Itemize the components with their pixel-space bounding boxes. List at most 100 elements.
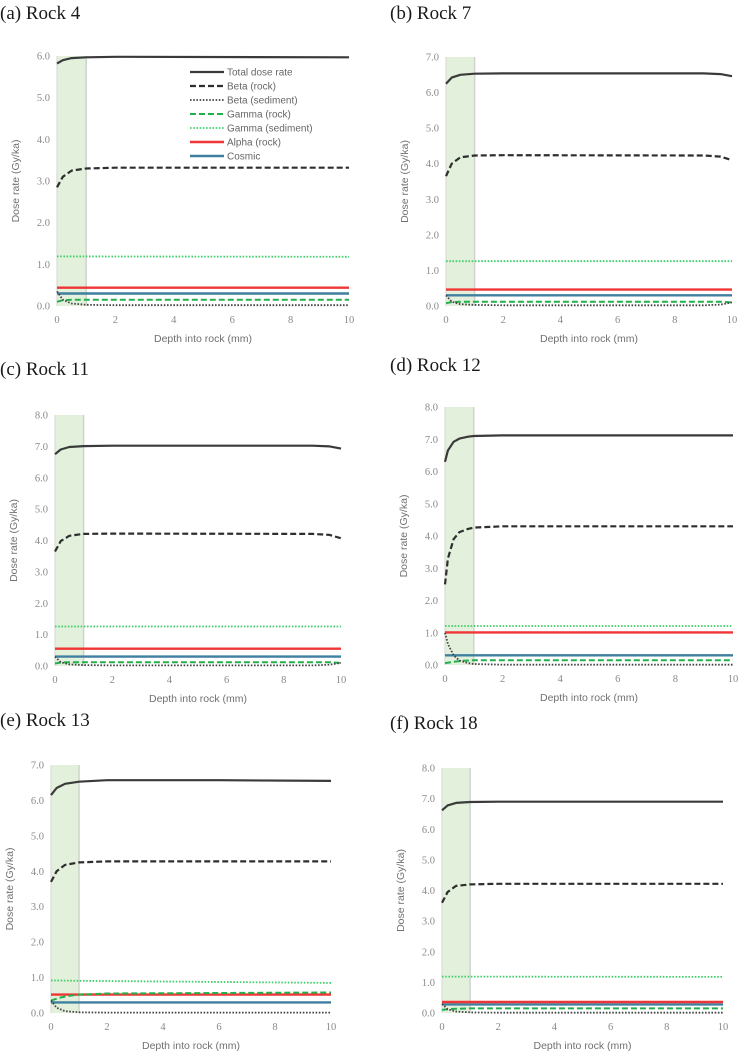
chart-panel-rock-18: (f) Rock 18 0.0 1.0 2.0 3.0 4.0 5.0 6.0 7.0 8.0 0… xyxy=(374,680,748,1057)
y-tick-label: 0.0 xyxy=(35,662,48,673)
y-axis-label: Dose rate (Gy/ka) xyxy=(8,499,20,582)
shaded-region xyxy=(55,415,84,666)
series-line-gamma-rock xyxy=(445,300,733,305)
chart-rock-13: 0.0 1.0 2.0 3.0 4.0 5.0 6.0 7.0 0 2 4 6 8 10 Depth int… xyxy=(4,761,337,1053)
series-line-beta-sed xyxy=(50,1000,331,1014)
y-tick-label: 8.0 xyxy=(422,764,435,775)
x-tick-label: 8 xyxy=(281,675,286,686)
y-tick-label: 3.0 xyxy=(426,195,439,206)
y-axis-label: Dose rate (Gy/ka) xyxy=(395,849,407,932)
x-tick-label: 0 xyxy=(52,675,57,686)
y-tick-label: 0.0 xyxy=(422,1009,435,1020)
x-tick-label: 4 xyxy=(171,315,177,326)
y-tick-label: 4.0 xyxy=(35,536,48,547)
y-tick-label: 5.0 xyxy=(35,505,48,516)
series-line-beta-sed xyxy=(56,290,349,307)
y-tick-label: 0.0 xyxy=(37,302,50,313)
legend-item-gamma-rock: Gamma (rock) xyxy=(190,110,291,121)
shaded-region xyxy=(446,57,475,306)
series-line-gamma-rock xyxy=(441,1007,723,1011)
x-tick-label: 8 xyxy=(664,1022,669,1033)
chart-rock-12: 0.0 1.0 2.0 3.0 4.0 5.0 6.0 7.0 8.0 0 2 4 6 8 10 Depth … xyxy=(398,403,738,705)
series-line-total xyxy=(56,55,350,65)
y-tick-label: 2.0 xyxy=(37,218,50,229)
x-tick-label: 6 xyxy=(216,1022,221,1033)
y-tick-label: 6.0 xyxy=(425,467,438,478)
legend-item-beta-sed: Beta (sediment) xyxy=(190,96,298,107)
panel-title: (d) Rock 12 xyxy=(390,355,481,376)
y-tick-label: 3.0 xyxy=(425,564,438,575)
x-tick-label: 6 xyxy=(608,1022,613,1033)
panel-title: (f) Rock 18 xyxy=(390,713,478,734)
series-line-beta-rock xyxy=(441,882,723,904)
series-line-beta-sed xyxy=(445,294,733,307)
x-tick-label: 8 xyxy=(672,315,677,326)
shaded-region xyxy=(442,768,471,1013)
x-axis-label: Depth into rock (mm) xyxy=(142,1040,240,1052)
y-tick-label: 1.0 xyxy=(426,266,439,277)
legend-item-beta-rock: Beta (rock) xyxy=(190,82,276,93)
y-axis-label: Dose rate (Gy/ka) xyxy=(4,848,16,931)
panel-title: (a) Rock 4 xyxy=(0,3,81,24)
series-line-beta-rock xyxy=(444,154,733,177)
series-line-beta-sed xyxy=(54,655,342,667)
legend-item-total: Total dose rate xyxy=(190,68,293,79)
x-tick-label: 6 xyxy=(615,315,620,326)
x-axis-label: Depth into rock (mm) xyxy=(540,692,638,704)
legend-label: Beta (sediment) xyxy=(227,96,298,107)
x-tick-label: 2 xyxy=(110,675,115,686)
series-line-total xyxy=(441,800,723,812)
chart-panel-rock-13: (e) Rock 13 0.0 1.0 2.0 3.0 4.0 5.0 6.0 7.0 0 2 4 6… xyxy=(0,680,374,1057)
x-tick-label: 8 xyxy=(288,315,293,326)
y-axis-label: Dose rate (Gy/ka) xyxy=(10,140,22,223)
y-tick-label: 1.0 xyxy=(35,630,48,641)
y-tick-label: 2.0 xyxy=(425,596,438,607)
legend-item-cosmic: Cosmic xyxy=(190,152,260,163)
y-tick-label: 6.0 xyxy=(426,88,439,99)
y-tick-label: 7.0 xyxy=(35,442,48,453)
shaded-region xyxy=(51,765,79,1013)
chart-rock-11: 0.0 1.0 2.0 3.0 4.0 5.0 6.0 7.0 8.0 0 2 4 6 8 10 Depth … xyxy=(8,411,346,706)
y-tick-label: 1.0 xyxy=(37,260,50,271)
x-tick-label: 0 xyxy=(54,315,59,326)
shaded-region xyxy=(445,407,474,665)
x-axis-label: Depth into rock (mm) xyxy=(149,693,247,705)
x-tick-label: 10 xyxy=(326,1022,337,1033)
y-tick-label: 2.0 xyxy=(426,230,439,241)
x-tick-label: 10 xyxy=(344,315,355,326)
x-axis-label: Depth into rock (mm) xyxy=(154,333,252,345)
legend-label: Alpha (rock) xyxy=(227,138,281,149)
chart-panel-rock-7: (b) Rock 7 0.0 1.0 2.0 3.0 4.0 5.0 6.0 7.0 0 2 4 6 8… xyxy=(374,0,748,345)
y-tick-label: 1.0 xyxy=(422,978,435,989)
x-tick-label: 2 xyxy=(104,1022,109,1033)
x-tick-label: 4 xyxy=(160,1022,166,1033)
x-tick-label: 2 xyxy=(496,1022,501,1033)
series-line-beta-rock xyxy=(56,166,349,188)
panel-title: (e) Rock 13 xyxy=(0,710,90,731)
panel-title: (c) Rock 11 xyxy=(0,359,89,380)
x-tick-label: 10 xyxy=(728,674,739,685)
y-tick-label: 3.0 xyxy=(31,902,44,913)
y-tick-label: 6.0 xyxy=(31,796,44,807)
x-tick-label: 10 xyxy=(718,1022,729,1033)
y-tick-label: 3.0 xyxy=(35,567,48,578)
legend-label: Gamma (sediment) xyxy=(227,124,313,135)
series-line-beta-rock xyxy=(50,860,331,883)
legend-item-alpha-rock: Alpha (rock) xyxy=(190,138,281,149)
y-tick-label: 2.0 xyxy=(422,947,435,958)
y-tick-label: 5.0 xyxy=(37,93,50,104)
series-line-gamma-rock xyxy=(56,298,349,303)
legend-item-gamma-sed: Gamma (sediment) xyxy=(190,124,313,135)
legend-label: Beta (rock) xyxy=(227,82,276,93)
chart-rock-4: 0.0 1.0 2.0 3.0 4.0 5.0 6.0 0 2 4 6 8 10 Depth into r… xyxy=(10,52,355,346)
y-tick-label: 1.0 xyxy=(425,628,438,639)
series-line-gamma-rock xyxy=(444,659,733,665)
series-line-total xyxy=(54,444,342,456)
y-tick-label: 1.0 xyxy=(31,973,44,984)
x-tick-label: 0 xyxy=(442,674,447,685)
y-tick-label: 7.0 xyxy=(425,435,438,446)
x-tick-label: 10 xyxy=(727,315,738,326)
x-tick-label: 6 xyxy=(230,315,235,326)
x-tick-label: 4 xyxy=(558,674,564,685)
y-tick-label: 7.0 xyxy=(31,761,44,772)
